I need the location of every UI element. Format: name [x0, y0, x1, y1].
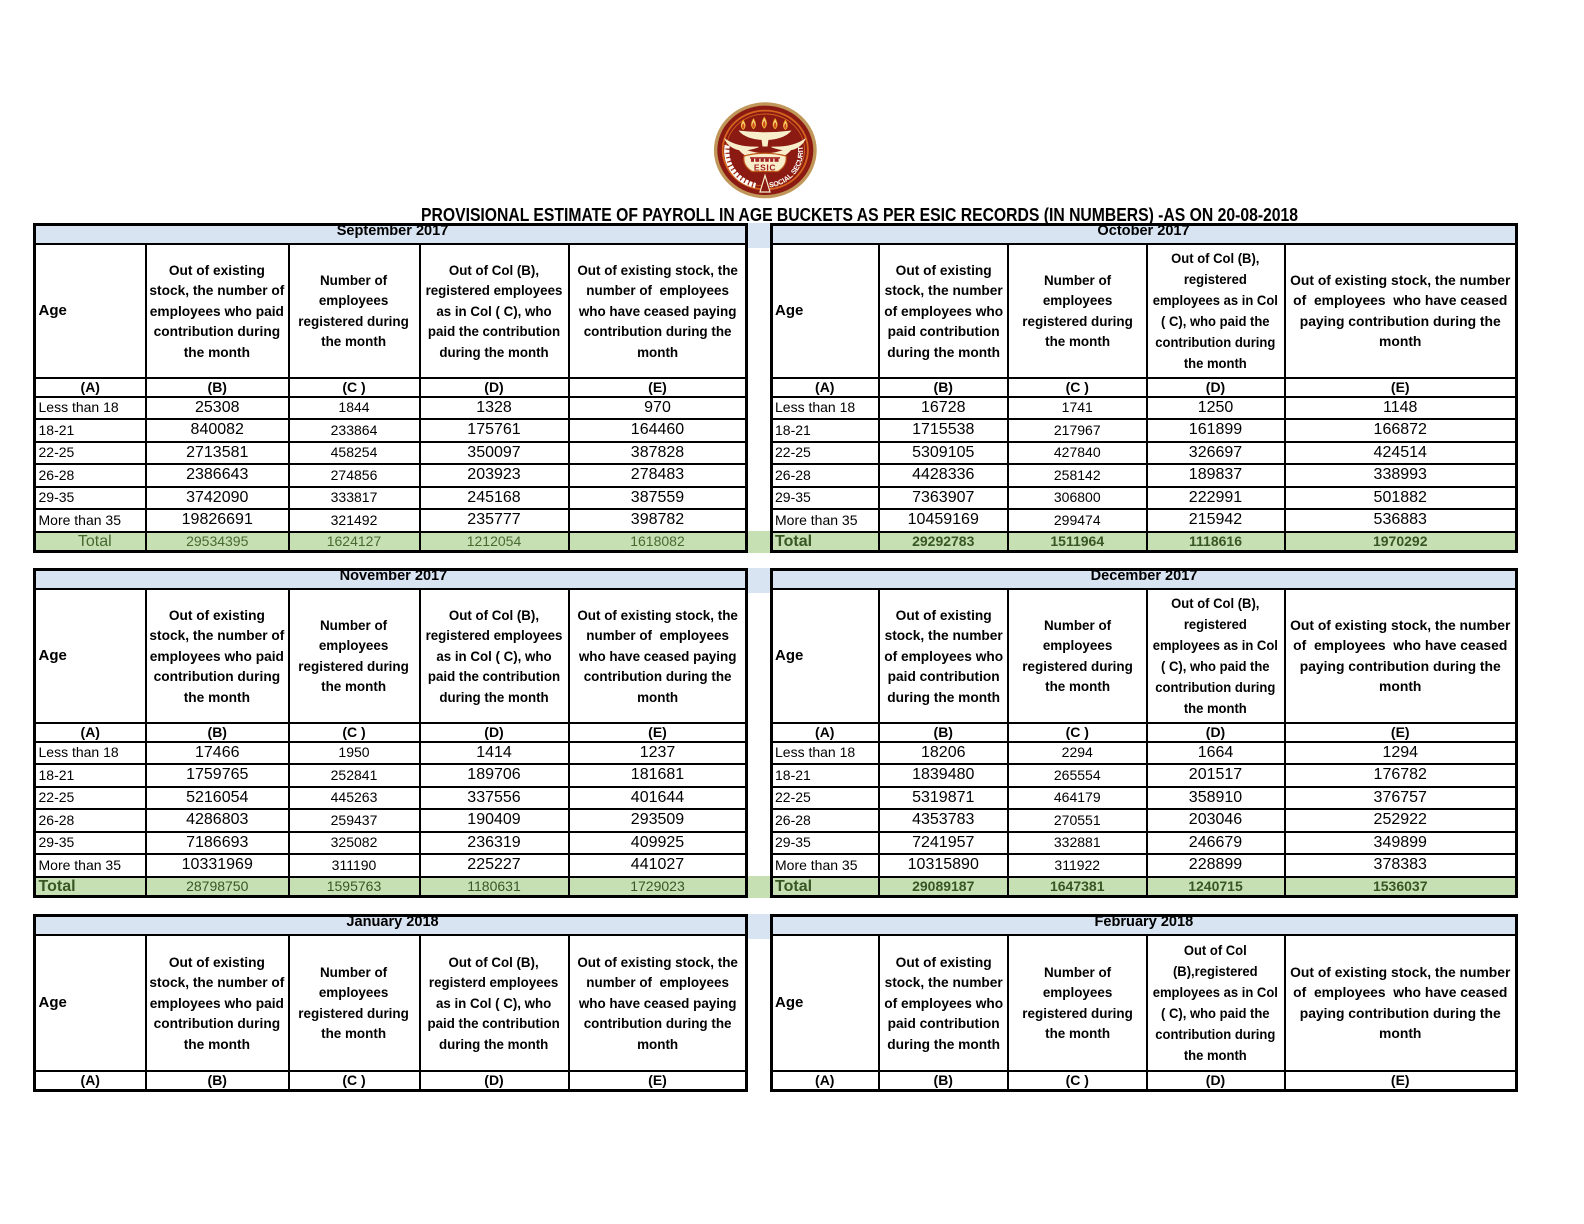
svg-text:ESIC: ESIC — [754, 163, 776, 173]
